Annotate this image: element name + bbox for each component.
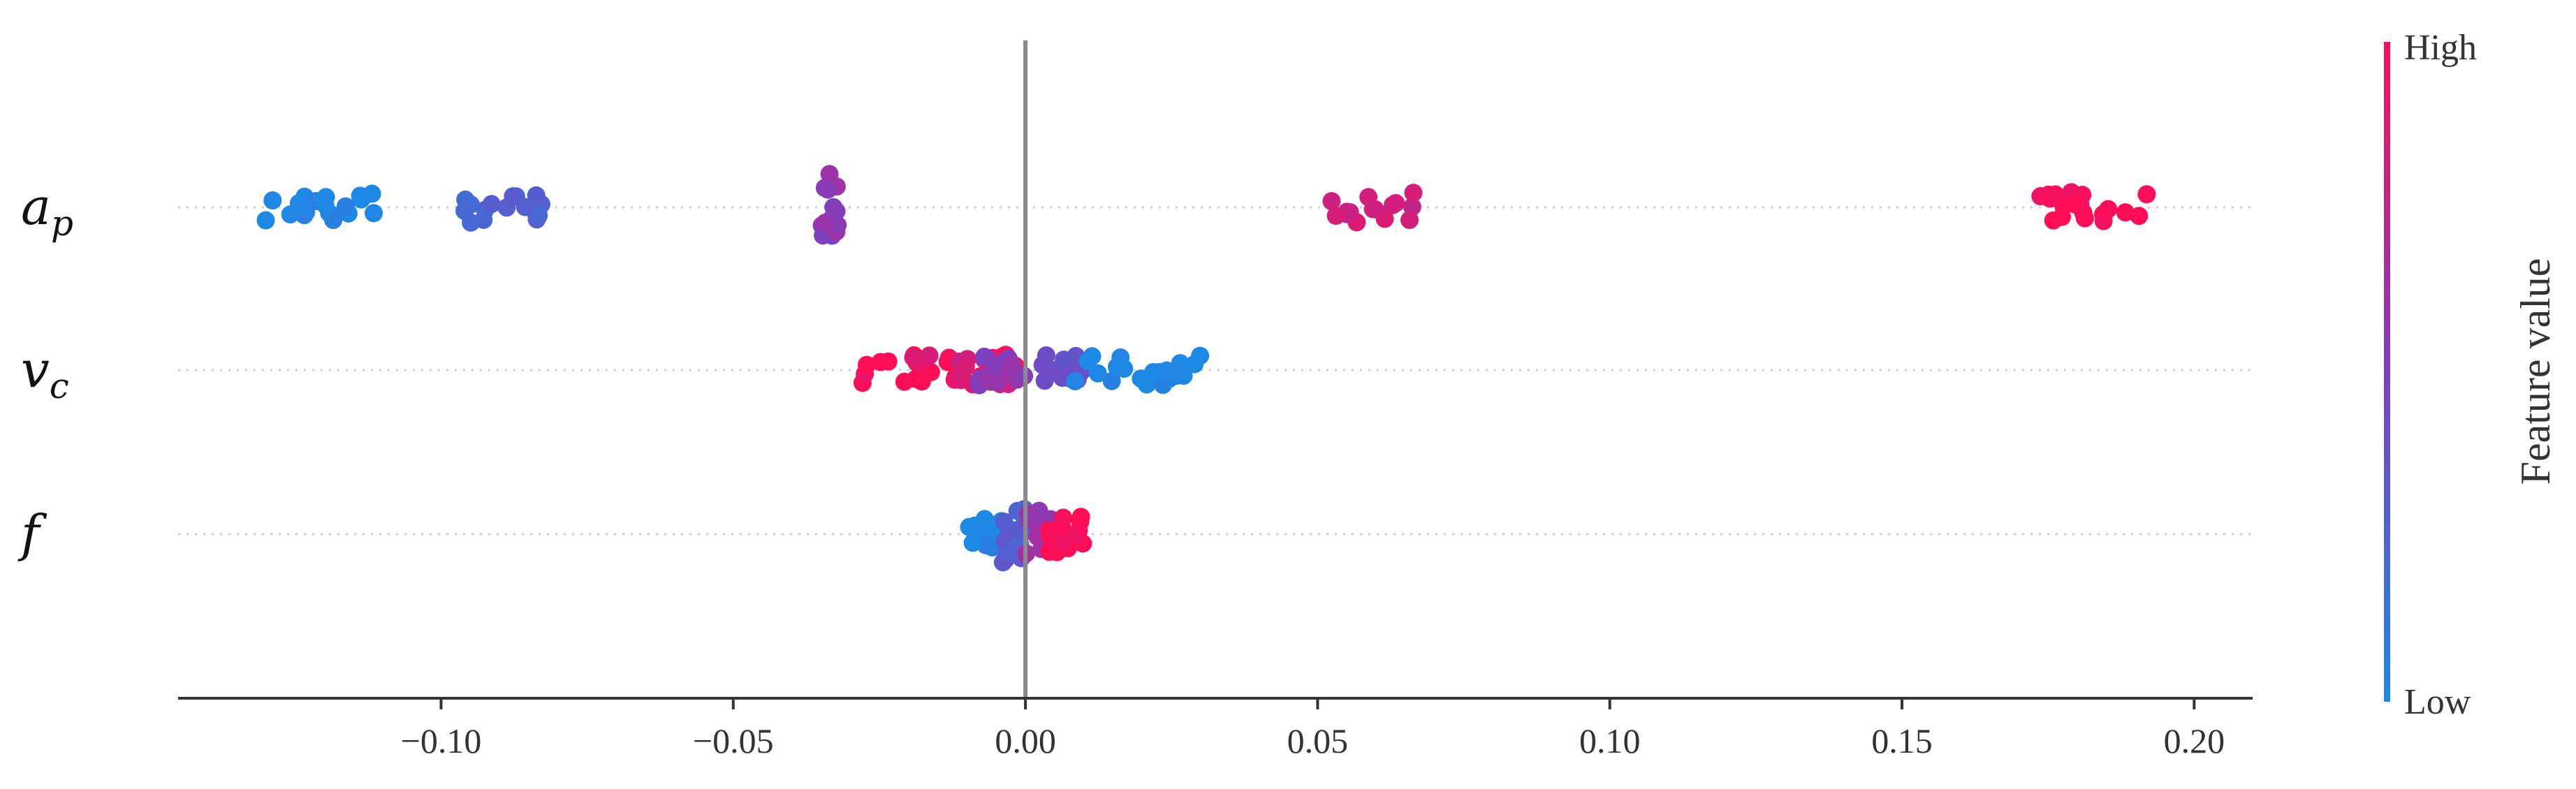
shap-point (997, 545, 1016, 563)
colorbar-gradient (2384, 42, 2390, 702)
shap-point (1040, 543, 1059, 561)
shap-point (363, 184, 381, 203)
shap-point (2046, 185, 2065, 204)
shap-point (995, 513, 1013, 531)
shap-point (2075, 209, 2094, 228)
shap-points (256, 165, 2156, 572)
x-tick-label: −0.10 (401, 721, 482, 760)
shap-point (906, 369, 925, 388)
colorbar-title: Feature value (2512, 258, 2559, 485)
x-tick-label: 0.00 (995, 721, 1056, 760)
shap-point (1102, 371, 1121, 390)
feature-label: vc (21, 340, 69, 406)
shap-point (256, 211, 275, 230)
shap-point (981, 372, 1000, 391)
shap-point (2116, 203, 2135, 222)
shap-point (1326, 207, 1345, 225)
x-tick-label: 0.05 (1287, 721, 1349, 760)
shap-point (1400, 211, 1419, 229)
shap-point (1055, 351, 1074, 369)
shap-point (920, 346, 939, 365)
x-axis: −0.10 −0.05 0.00 0.05 0.10 0.15 0.20 (178, 697, 2253, 760)
shap-point (1340, 203, 1359, 221)
shap-point (2137, 185, 2156, 204)
shap-point (857, 355, 876, 374)
shap-point (816, 213, 835, 232)
shap-point (515, 198, 534, 216)
x-tick-label: 0.15 (1871, 721, 1933, 760)
shap-point (1185, 355, 1204, 374)
feature-labels: ap vc f (17, 177, 73, 563)
colorbar-high-label: High (2404, 28, 2477, 68)
shap-point (2099, 200, 2118, 219)
shap-point (963, 533, 982, 552)
shap-point (1033, 355, 1052, 374)
shap-point (1366, 200, 1384, 219)
shap-point (1052, 533, 1071, 552)
colorbar-low-label: Low (2404, 682, 2471, 722)
colorbar: High Low Feature value (2384, 28, 2559, 722)
x-tick-label: −0.05 (693, 721, 774, 760)
shap-point (2044, 211, 2063, 230)
shap-point (455, 202, 474, 221)
x-tick-label: 0.20 (2164, 721, 2225, 760)
shap-point (1322, 192, 1341, 211)
shap-point (529, 206, 548, 225)
shap-point (827, 202, 846, 221)
shap-point (504, 187, 522, 206)
shap-point (2065, 195, 2084, 214)
shap-point (263, 191, 282, 209)
shap-point (1144, 363, 1162, 381)
shap-point (1088, 364, 1107, 383)
shap-point (365, 204, 383, 223)
shap-point (1066, 372, 1085, 390)
row-gridlines (178, 206, 2253, 536)
shap-point (316, 188, 335, 207)
shap-point (336, 197, 355, 216)
shap-point (904, 348, 923, 367)
shap-point (1078, 351, 1097, 370)
shap-point (1040, 521, 1059, 540)
shap-point (527, 186, 546, 205)
shap-point (1002, 355, 1021, 374)
shap-point (1115, 360, 1134, 378)
shap-point (879, 352, 898, 371)
shap-point (295, 199, 314, 218)
feature-label: f (17, 504, 47, 563)
shap-point (960, 517, 979, 536)
shap-point (1404, 184, 1423, 202)
shap-point (2130, 207, 2149, 226)
shap-point (1386, 193, 1405, 212)
x-tick-label: 0.10 (1579, 721, 1641, 760)
shap-point (1071, 508, 1090, 526)
feature-label: ap (21, 177, 73, 244)
shap-point (482, 195, 501, 214)
shap-point (819, 180, 837, 199)
shap-point (956, 357, 975, 376)
